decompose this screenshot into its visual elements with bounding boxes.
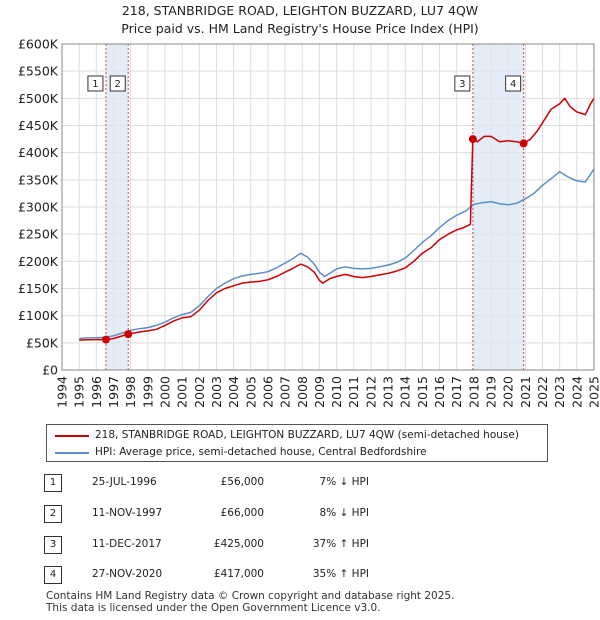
- y-tick-label: £250K: [18, 227, 59, 242]
- sale-number-label: 3: [459, 79, 465, 90]
- y-tick-label: £350K: [18, 172, 59, 187]
- sale-point: [101, 335, 110, 344]
- footer-copyright: Contains HM Land Registry data © Crown c…: [46, 590, 455, 602]
- title-line-1: 218, STANBRIDGE ROAD, LEIGHTON BUZZARD, …: [121, 3, 479, 18]
- x-tick-label: 2019: [484, 376, 499, 408]
- y-tick-label: £400K: [18, 145, 59, 160]
- x-tick-label: 2017: [449, 376, 464, 408]
- x-tick-label: 1998: [123, 376, 138, 408]
- sale-point: [468, 135, 477, 144]
- y-tick-label: £50K: [26, 335, 59, 350]
- x-tick-label: 2018: [466, 376, 481, 408]
- footer-licence: This data is licensed under the Open Gov…: [46, 602, 381, 614]
- y-tick-label: £550K: [18, 64, 59, 79]
- x-tick-label: 2016: [432, 376, 447, 408]
- x-tick-label: 2013: [381, 376, 396, 408]
- plot-border: [61, 43, 595, 371]
- x-tick-label: 2005: [243, 376, 258, 408]
- x-tick-label: 2009: [312, 376, 327, 408]
- y-tick-label: £450K: [18, 118, 59, 133]
- x-tick-label: 2008: [295, 376, 310, 408]
- sale-number-box: [87, 75, 104, 92]
- sale-number-label: 1: [92, 79, 98, 90]
- x-tick-label: 1995: [72, 376, 87, 408]
- sale-date: 11-DEC-2017: [92, 538, 162, 550]
- legend-swatch-property: [55, 435, 89, 437]
- sale-period-shade: [105, 44, 129, 370]
- x-tick-label: 2007: [278, 376, 293, 408]
- sale-number-box: [109, 75, 126, 92]
- x-tick-label: 1996: [89, 376, 104, 408]
- x-tick-label: 2024: [569, 376, 584, 408]
- y-tick-label: £200K: [18, 254, 59, 269]
- y-tick-label: £300K: [18, 200, 59, 215]
- x-tick-label: 2020: [501, 376, 516, 408]
- sale-number: 2: [44, 505, 62, 523]
- sale-point: [519, 139, 528, 148]
- y-tick-label: £100K: [18, 308, 59, 323]
- sale-period-shade: [472, 44, 524, 370]
- x-tick-label: 2000: [157, 376, 172, 408]
- sale-number-label: 2: [115, 79, 121, 90]
- x-tick-label: 2003: [209, 376, 224, 408]
- chart-legend: 218, STANBRIDGE ROAD, LEIGHTON BUZZARD, …: [46, 424, 548, 462]
- x-tick-label: 2021: [518, 376, 533, 408]
- x-tick-label: 2010: [329, 376, 344, 408]
- sale-number: 3: [44, 536, 62, 554]
- sale-number-box: [505, 75, 522, 92]
- y-tick-label: £600K: [18, 37, 59, 52]
- sale-number-box: [454, 75, 471, 92]
- legend-label-property: 218, STANBRIDGE ROAD, LEIGHTON BUZZARD, …: [95, 429, 519, 441]
- x-tick-label: 2014: [398, 376, 413, 408]
- sale-number: 4: [44, 566, 62, 584]
- sale-number-label: 4: [510, 79, 516, 90]
- x-tick-label: 2012: [363, 376, 378, 408]
- x-tick-label: 1997: [106, 376, 121, 408]
- sale-point: [124, 330, 133, 339]
- sale-date: 25-JUL-1996: [92, 476, 157, 488]
- chart-title: 218, STANBRIDGE ROAD, LEIGHTON BUZZARD, …: [0, 2, 600, 38]
- sale-date: 27-NOV-2020: [92, 568, 163, 580]
- x-tick-label: 2025: [587, 376, 600, 408]
- legend-label-hpi: HPI: Average price, semi-detached house,…: [95, 446, 427, 458]
- x-tick-label: 1994: [55, 376, 70, 408]
- x-tick-label: 2001: [175, 376, 190, 408]
- y-tick-label: £150K: [18, 281, 59, 296]
- legend-swatch-hpi: [55, 452, 89, 454]
- price-chart: 1 2 3 4 £0 £50K £100K £150K £200K £250K £300K £350…: [18, 37, 600, 408]
- x-tick-label: 2002: [192, 376, 207, 408]
- x-tick-label: 2023: [552, 376, 567, 408]
- sale-number: 1: [44, 474, 62, 492]
- x-tick-label: 2011: [346, 376, 361, 408]
- x-tick-label: 2006: [260, 376, 275, 408]
- footer: Contains HM Land Registry data © Crown c…: [46, 590, 454, 614]
- x-tick-label: 2015: [415, 376, 430, 408]
- series-line-hpi: [79, 168, 595, 340]
- y-tick-label: £0: [42, 363, 58, 378]
- x-tick-label: 1999: [140, 376, 155, 408]
- x-tick-label: 2022: [535, 376, 550, 408]
- sale-date: 11-NOV-1997: [92, 507, 163, 519]
- title-line-2: Price paid vs. HM Land Registry's House …: [121, 21, 479, 36]
- y-tick-label: £500K: [18, 91, 59, 106]
- x-tick-label: 2004: [226, 376, 241, 408]
